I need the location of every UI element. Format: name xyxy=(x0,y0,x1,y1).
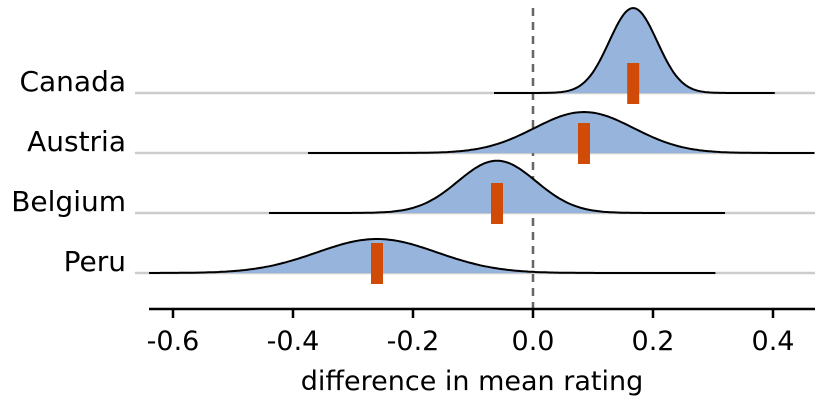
density-outline-canada xyxy=(494,6,775,94)
ylabel-belgium: Belgium xyxy=(11,185,126,218)
x-axis-label: difference in mean rating xyxy=(301,366,643,397)
density-outline-austria xyxy=(308,110,815,154)
density-outline-belgium xyxy=(269,159,725,214)
x-tick-label: -0.2 xyxy=(387,326,440,357)
mean-marker-belgium xyxy=(491,183,503,224)
x-tick-label: 0.4 xyxy=(752,326,795,357)
ylabel-peru: Peru xyxy=(64,245,126,278)
mean-marker-peru xyxy=(371,243,383,284)
x-tick-label: 0.2 xyxy=(632,326,675,357)
x-tick-label: -0.6 xyxy=(147,326,200,357)
mean-marker-canada xyxy=(627,63,640,104)
ylabel-canada: Canada xyxy=(19,65,126,98)
mean-marker-austria xyxy=(578,123,590,164)
density-peru xyxy=(149,239,716,273)
density-outline-peru xyxy=(149,238,716,274)
density-canada xyxy=(494,8,776,93)
x-tick-label: -0.4 xyxy=(267,326,320,357)
x-tick-label: 0.0 xyxy=(512,326,555,357)
ylabel-austria: Austria xyxy=(27,125,126,158)
density-austria xyxy=(308,112,815,153)
